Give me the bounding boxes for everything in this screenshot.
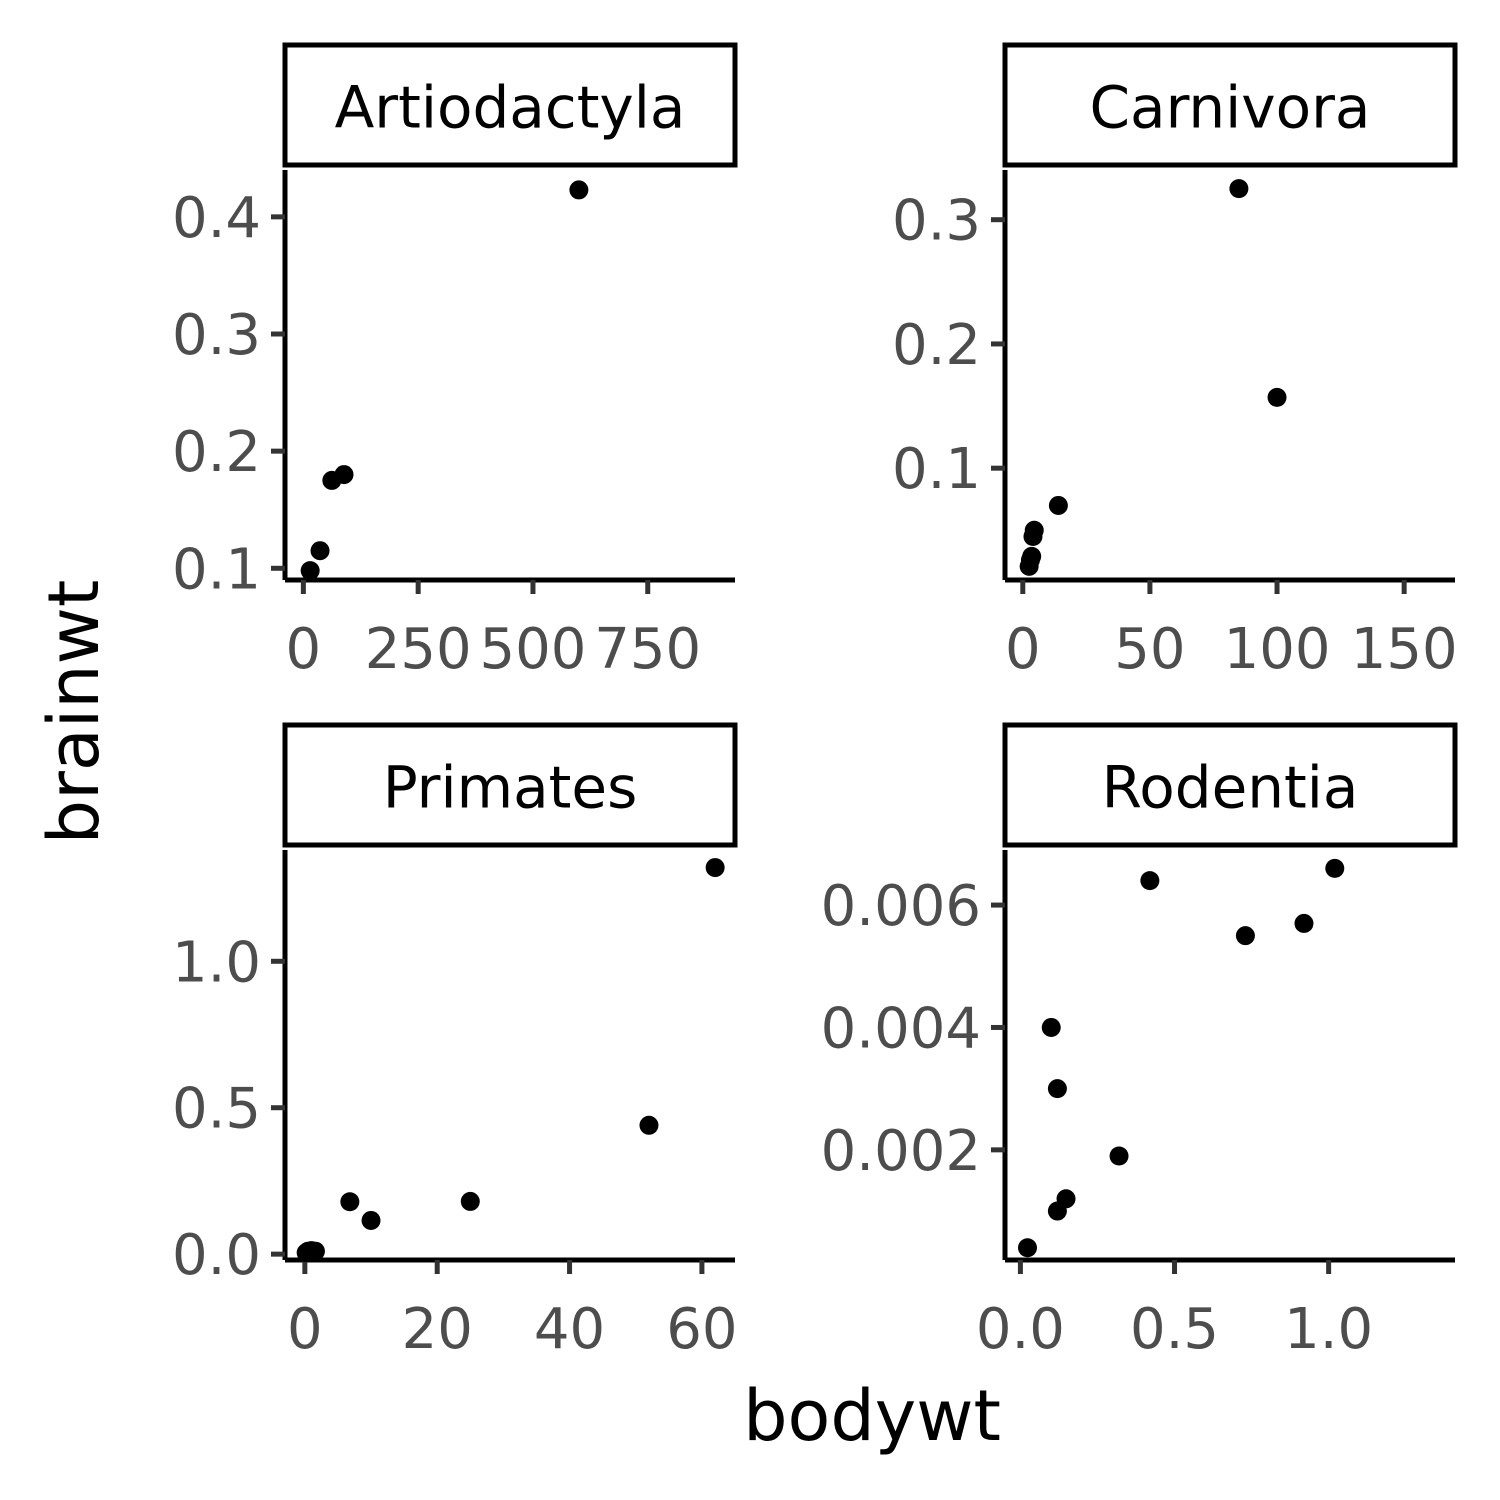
y-tick-label: 0.3	[172, 303, 261, 368]
x-tick-label: 20	[402, 1297, 473, 1362]
y-tick-label: 0.4	[172, 186, 261, 251]
x-tick-label: 40	[534, 1297, 605, 1362]
data-point	[1022, 546, 1042, 566]
data-point	[310, 541, 330, 561]
x-tick-label: 60	[666, 1297, 737, 1362]
x-tick-label: 0	[1005, 617, 1041, 682]
data-point	[639, 1115, 659, 1135]
data-point	[1018, 1238, 1037, 1258]
strip-label: Rodentia	[1102, 754, 1359, 822]
y-tick-label: 1.0	[172, 930, 261, 995]
data-point	[1229, 179, 1249, 199]
x-tick-label: 100	[1224, 617, 1331, 682]
strip-box	[1002, 42, 1458, 168]
strip-box	[1002, 722, 1458, 848]
strip-label: Artiodactyla	[335, 74, 686, 142]
y-tick-label: 0.002	[821, 1119, 981, 1184]
data-point	[305, 1241, 325, 1261]
data-point	[361, 1210, 381, 1230]
data-point	[460, 1191, 480, 1211]
data-point	[1325, 858, 1345, 878]
y-tick-label: 0.1	[172, 537, 261, 602]
x-tick-label: 150	[1351, 617, 1458, 682]
x-tick-label: 50	[1114, 617, 1185, 682]
panel-2: Primates 0.0 0.5 1.0 0 20 40 60	[172, 722, 738, 1362]
y-tick-label: 0.1	[892, 437, 981, 502]
x-tick-label: 0	[286, 617, 322, 682]
data-point	[1140, 871, 1160, 891]
x-tick-label: 750	[594, 617, 701, 682]
data-point	[300, 561, 320, 581]
x-tick-label: 500	[480, 617, 587, 682]
panel-0: Artiodactyla 0.1 0.2 0.3 0.4 0 250 500 750	[172, 42, 738, 682]
y-tick-label: 0.5	[172, 1077, 261, 1142]
data-point	[340, 1192, 360, 1212]
strip-box	[282, 42, 738, 168]
y-tick-label: 0.2	[172, 420, 261, 485]
x-tick-label: 1.0	[1284, 1297, 1373, 1362]
panel-3: Rodentia 0.002 0.004 0.006 0.0 0.5 1.0	[821, 722, 1458, 1362]
y-tick-label: 0.3	[892, 189, 981, 254]
data-point	[1056, 1189, 1076, 1209]
data-point	[705, 858, 725, 878]
data-point	[1048, 495, 1068, 515]
strip-label: Primates	[383, 754, 638, 822]
panel-1: Carnivora 0.1 0.2 0.3 0 50 100 150	[892, 42, 1458, 682]
strip-label: Carnivora	[1090, 74, 1371, 142]
data-point	[334, 465, 354, 485]
x-axis-title: bodywt	[743, 1375, 1001, 1457]
data-point	[1267, 387, 1287, 407]
data-point	[1041, 1017, 1061, 1037]
data-point	[1294, 913, 1314, 933]
x-tick-label: 250	[365, 617, 472, 682]
data-point	[569, 180, 589, 200]
y-axis-title: brainwt	[33, 580, 115, 845]
data-point	[1024, 520, 1044, 540]
data-point	[1047, 1079, 1067, 1099]
data-point	[1109, 1146, 1129, 1166]
y-tick-label: 0.0	[172, 1223, 261, 1288]
data-point	[1235, 926, 1255, 946]
x-tick-label: 0.0	[976, 1297, 1065, 1362]
y-tick-label: 0.006	[821, 874, 981, 939]
x-tick-label: 0	[287, 1297, 323, 1362]
y-tick-label: 0.2	[892, 313, 981, 378]
y-tick-label: 0.004	[821, 996, 981, 1061]
strip-box	[282, 722, 738, 848]
x-tick-label: 0.5	[1130, 1297, 1219, 1362]
